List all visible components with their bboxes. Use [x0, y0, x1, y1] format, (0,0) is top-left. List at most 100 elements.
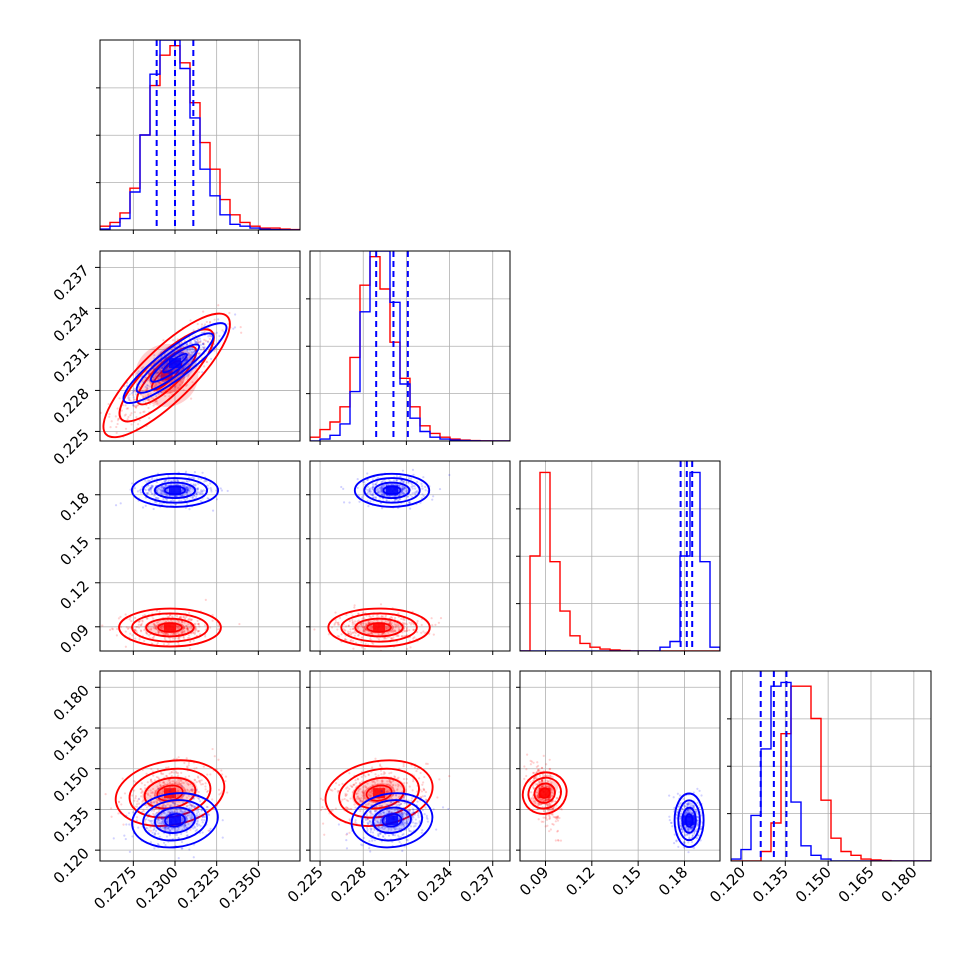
scatter-point-red	[127, 626, 130, 629]
scatter-point-blue	[163, 486, 166, 490]
scatter-point-blue	[221, 836, 224, 839]
scatter-point-red	[337, 635, 341, 638]
scatter-point-blue	[177, 857, 180, 860]
scatter-point-red	[147, 628, 151, 631]
scatter-point-red	[405, 629, 409, 632]
scatter-point-blue	[164, 484, 168, 487]
scatter-point-red	[194, 631, 197, 634]
scatter-point-blue	[397, 809, 400, 812]
scatter-point-red	[133, 398, 137, 401]
scatter-point-red	[536, 771, 539, 774]
scatter-point-red	[211, 613, 214, 617]
scatter-point-blue	[377, 491, 380, 494]
scatter-point-red	[175, 626, 179, 629]
scatter-point-red	[204, 635, 207, 638]
scatter-point-red	[549, 775, 552, 778]
scatter-point-blue	[358, 500, 361, 503]
scatter-point-red	[538, 802, 541, 805]
scatter-point-blue	[146, 827, 149, 830]
scatter-point-red	[182, 630, 186, 633]
scatter-point-blue	[190, 817, 193, 820]
scatter-point-red	[543, 810, 546, 813]
scatter-point-blue	[398, 840, 401, 844]
scatter-point-red	[337, 623, 341, 626]
scatter-point-blue	[151, 485, 155, 488]
scatter-point-blue	[426, 817, 429, 820]
scatter-point-blue	[170, 827, 173, 831]
scatter-point-red	[177, 778, 180, 781]
scatter-point-blue	[194, 349, 197, 352]
scatter-point-red	[128, 618, 131, 621]
scatter-point-red	[367, 614, 371, 617]
scatter-point-blue	[169, 788, 172, 791]
scatter-point-red	[145, 772, 148, 775]
scatter-point-red	[141, 389, 144, 393]
scatter-point-red	[359, 781, 362, 785]
panel-frame	[99, 250, 301, 442]
scatter-point-blue	[387, 803, 390, 807]
scatter-point-red	[152, 787, 155, 791]
scatter-point-red	[390, 637, 393, 640]
contour-red	[157, 622, 183, 633]
scatter-point-blue	[193, 494, 196, 497]
scatter-point-blue	[691, 826, 694, 829]
scatter-point-red	[345, 613, 348, 617]
scatter-point-blue	[146, 815, 149, 819]
scatter-point-blue	[371, 488, 374, 491]
scatter-point-blue	[379, 821, 382, 824]
scatter-point-red	[538, 774, 542, 778]
scatter-point-red	[523, 765, 526, 768]
scatter-point-blue	[149, 826, 152, 829]
scatter-point-blue	[680, 812, 683, 815]
scatter-point-red	[178, 615, 182, 618]
scatter-point-red	[405, 623, 408, 626]
scatter-point-red	[546, 824, 549, 827]
contour-blue	[130, 472, 220, 508]
scatter-point-red	[195, 766, 198, 770]
scatter-point-blue	[679, 818, 682, 821]
scatter-point-blue	[371, 478, 375, 481]
scatter-point-blue	[166, 494, 169, 497]
scatter-point-blue	[366, 485, 370, 488]
panel-frame	[99, 670, 301, 862]
scatter-point-red	[419, 771, 422, 775]
scatter-point-red	[350, 808, 353, 811]
scatter-point-red	[382, 615, 385, 618]
scatter-point-red	[336, 790, 339, 793]
scatter-point-red	[193, 778, 196, 781]
scatter-point-blue	[182, 825, 185, 828]
scatter-point-red	[405, 629, 409, 632]
scatter-point-red	[166, 632, 170, 636]
scatter-point-red	[361, 611, 364, 614]
scatter-point-blue	[158, 368, 161, 371]
scatter-point-blue	[692, 804, 695, 807]
scatter-point-blue	[680, 810, 683, 813]
scatter-point-red	[547, 797, 550, 801]
scatter-point-blue	[405, 489, 408, 493]
scatter-point-blue	[132, 811, 135, 814]
scatter-point-red	[545, 785, 548, 788]
scatter-point-red	[172, 339, 175, 342]
scatter-point-blue	[398, 827, 401, 830]
scatter-point-red	[183, 629, 186, 633]
scatter-point-red	[182, 388, 185, 392]
scatter-point-red	[134, 628, 137, 631]
scatter-point-red	[369, 626, 372, 630]
scatter-point-red	[385, 790, 388, 794]
scatter-point-red	[380, 804, 384, 808]
scatter-point-red	[161, 804, 164, 807]
scatter-point-blue	[364, 817, 367, 820]
scatter-point-blue	[408, 501, 411, 504]
scatter-point-blue	[159, 822, 162, 825]
scatter-point-red	[160, 805, 163, 808]
scatter-point-blue	[416, 491, 419, 494]
scatter-point-blue	[146, 383, 149, 387]
scatter-point-red	[546, 804, 549, 807]
scatter-point-red	[191, 381, 194, 384]
scatter-point-red	[344, 629, 347, 632]
scatter-point-blue	[167, 811, 170, 814]
scatter-point-red	[422, 787, 425, 790]
scatter-point-red	[175, 615, 179, 618]
scatter-point-red	[377, 638, 380, 641]
scatter-point-red	[404, 790, 407, 793]
